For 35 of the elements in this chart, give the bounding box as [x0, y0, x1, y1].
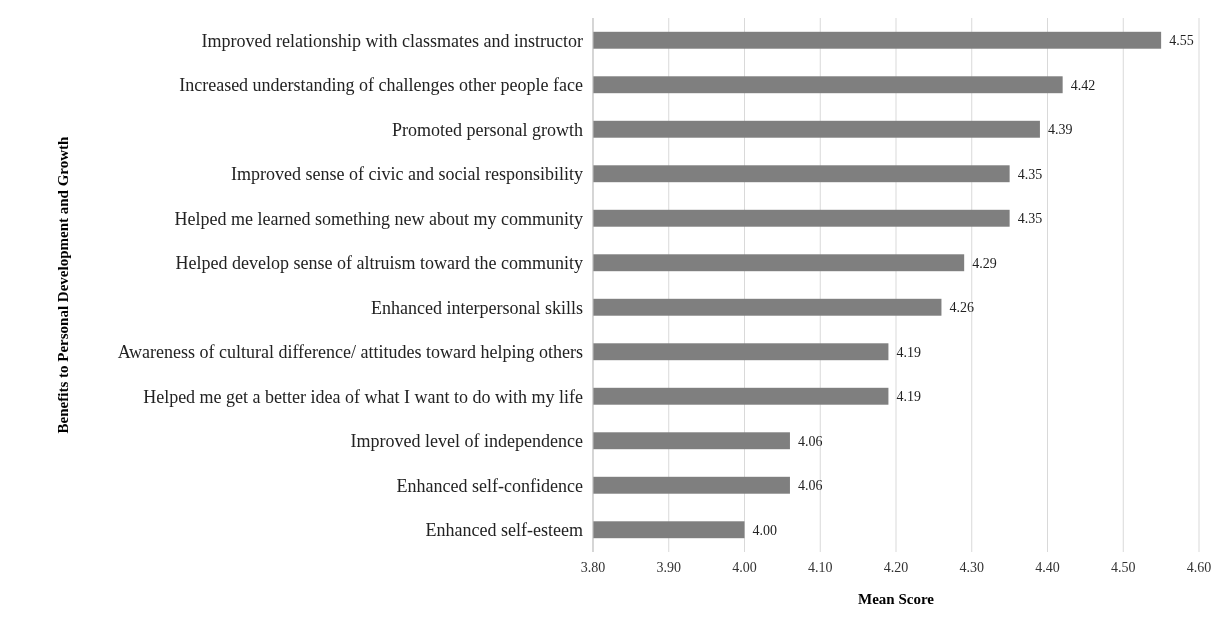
data-label: 4.29: [972, 255, 997, 271]
y-tick-label: Enhanced interpersonal skills: [371, 297, 583, 318]
x-tick-label: 3.80: [580, 560, 606, 575]
y-tick-label: Improved sense of civic and social responsibility: [231, 164, 583, 185]
y-tick-label: Helped me learned something new about my community: [174, 208, 583, 229]
data-label: 4.35: [1017, 211, 1043, 227]
y-tick-label: Awareness of cultural difference/ attitudes toward helping others: [117, 342, 583, 363]
x-tick-label: 4.60: [1186, 560, 1212, 575]
x-tick-label: 4.10: [808, 560, 833, 575]
x-tick-label: 4.50: [1111, 560, 1136, 575]
x-tick-label: 4.20: [883, 560, 909, 575]
data-label: 4.26: [949, 300, 974, 316]
data-label: 4.19: [896, 344, 921, 360]
y-tick-label: Helped develop sense of altruism toward the community: [175, 253, 583, 274]
x-axis-title: Mean Score: [858, 591, 935, 607]
data-label: 4.19: [896, 389, 921, 405]
y-tick-label: Helped me get a better idea of what I want to do with my life: [143, 386, 584, 407]
y-tick-label: Enhanced self-confidence: [396, 475, 583, 496]
y-tick-label: Promoted personal growth: [392, 119, 583, 140]
data-label: 4.42: [1070, 77, 1096, 93]
x-tick-label: 3.90: [656, 560, 681, 575]
y-tick-label: Improved relationship with classmates and instructor: [201, 30, 583, 51]
x-tick-label: 4.30: [959, 560, 984, 575]
y-tick-label: Improved level of independence: [350, 431, 583, 452]
y-axis-title: Benefits to Personal Development and Growth: [55, 135, 71, 434]
x-tick-label: 4.00: [732, 560, 757, 575]
data-label: 4.39: [1047, 122, 1073, 138]
data-label: 4.55: [1169, 33, 1194, 49]
data-label: 4.06: [797, 478, 823, 494]
x-tick-label: 4.40: [1035, 560, 1060, 575]
data-label: 4.06: [797, 433, 823, 449]
data-label: 4.00: [752, 522, 777, 538]
data-label: 4.35: [1017, 166, 1043, 182]
y-tick-label: Enhanced self-esteem: [425, 520, 583, 541]
y-tick-label: Increased understanding of challenges other people face: [179, 75, 583, 96]
